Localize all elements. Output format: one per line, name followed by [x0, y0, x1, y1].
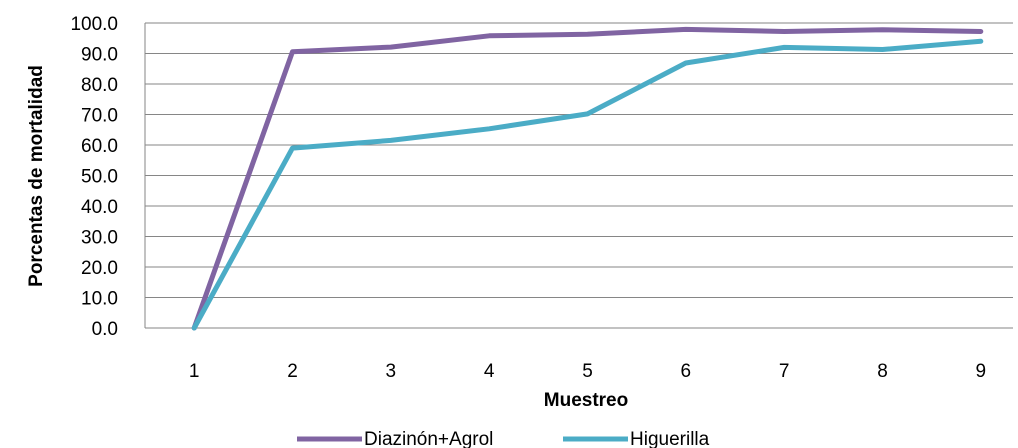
- series-lines: [194, 29, 981, 328]
- y-tick-label: 50.0: [81, 167, 118, 188]
- y-tick-label: 10.0: [81, 289, 118, 310]
- y-tick-label: 30.0: [81, 228, 118, 249]
- x-tick-labels: 1 2 3 4 5 6 7 8 9: [189, 361, 986, 382]
- y-tick-label: 0.0: [92, 319, 118, 340]
- y-tick-label: 60.0: [81, 136, 118, 157]
- gridlines: [145, 23, 1013, 298]
- x-tick-label: 5: [582, 361, 593, 382]
- x-tick-label: 3: [386, 361, 397, 382]
- x-tick-label: 8: [877, 361, 888, 382]
- x-tick-label: 4: [484, 361, 495, 382]
- series-line-0: [194, 29, 981, 328]
- y-tick-label: 40.0: [81, 197, 118, 218]
- y-tick-label: 80.0: [81, 75, 118, 96]
- x-axis-title: Muestreo: [544, 390, 628, 411]
- y-tick-label: 90.0: [81, 45, 118, 66]
- legend: Diazinón+Agrol Higuerilla: [297, 429, 710, 448]
- y-tick-label: 20.0: [81, 258, 118, 279]
- y-tick-labels: 0.0 10.0 20.0 30.0 40.0 50.0 60.0 70.0 80.0 90.0 1…: [70, 14, 118, 340]
- y-tick-label: 100.0: [70, 14, 118, 35]
- y-axis-title: Porcentas de mortalidad: [26, 65, 47, 287]
- x-tick-label: 2: [287, 361, 298, 382]
- x-tick-label: 7: [779, 361, 790, 382]
- y-tick-label: 70.0: [81, 106, 118, 127]
- x-tick-label: 6: [681, 361, 692, 382]
- x-tick-label: 9: [976, 361, 987, 382]
- legend-label-diazinon: Diazinón+Agrol: [364, 429, 493, 448]
- legend-label-higuerilla: Higuerilla: [630, 429, 710, 448]
- x-tick-label: 1: [189, 361, 200, 382]
